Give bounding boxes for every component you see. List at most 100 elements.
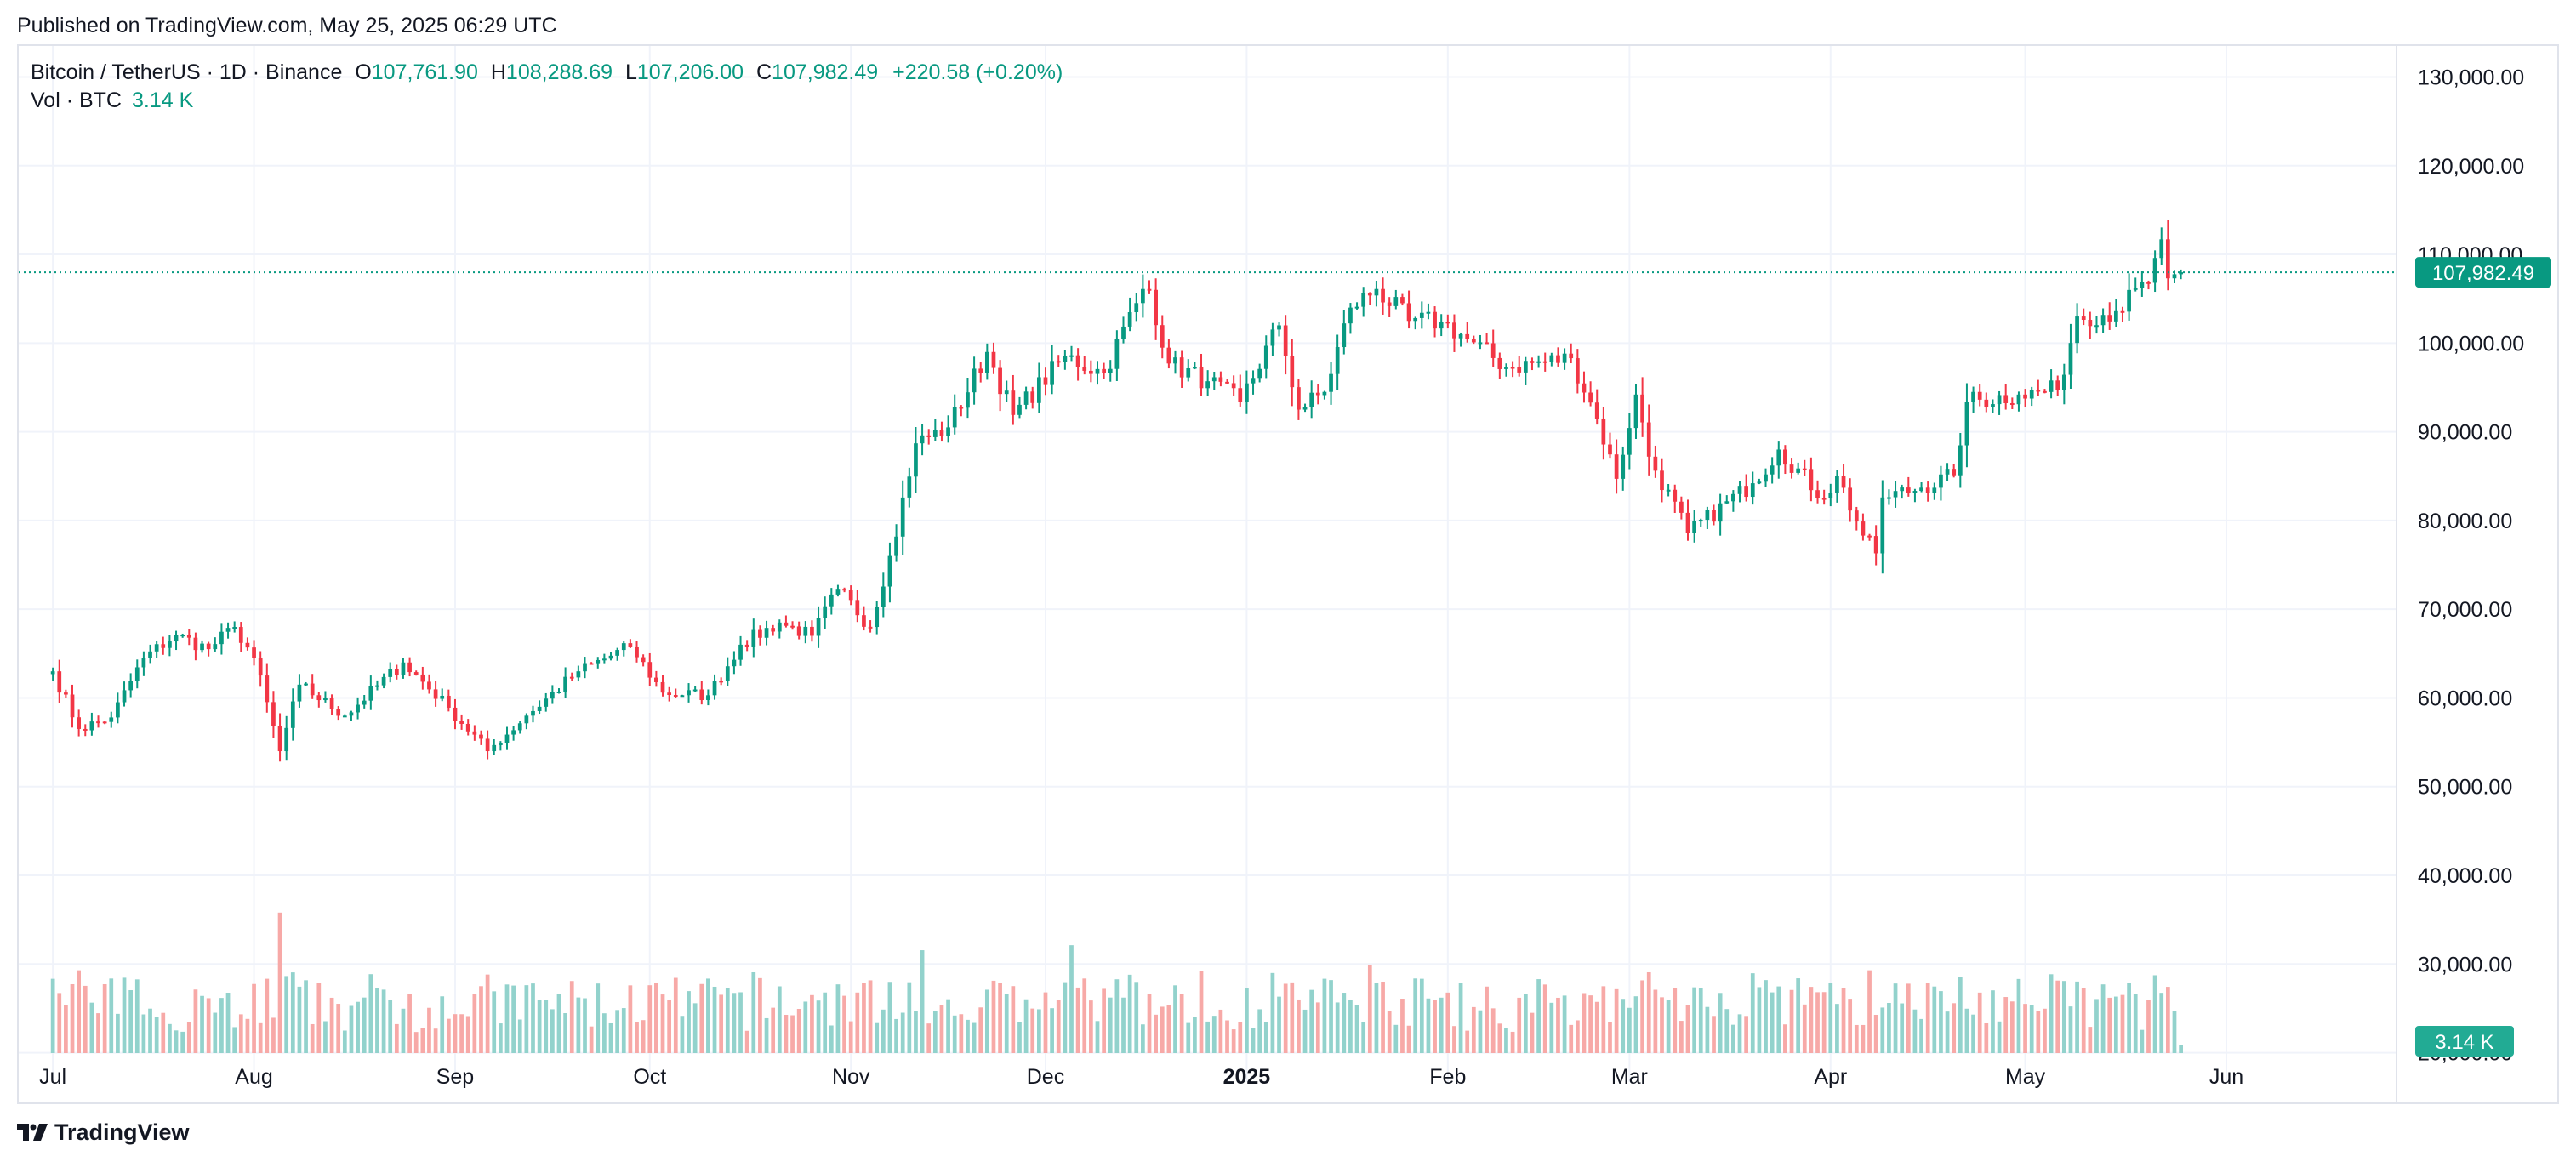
volume-bar bbox=[440, 996, 445, 1053]
volume-bar bbox=[563, 1013, 567, 1053]
volume-bar bbox=[1549, 1002, 1554, 1053]
volume-bar bbox=[881, 1009, 886, 1053]
candle-body bbox=[1679, 501, 1684, 513]
candle-body bbox=[946, 427, 950, 436]
candle-body bbox=[2127, 289, 2131, 312]
volume-bar bbox=[1653, 989, 1658, 1053]
volume-bar bbox=[1374, 983, 1379, 1053]
candle-body bbox=[900, 497, 905, 537]
volume-bar bbox=[1173, 985, 1177, 1053]
candle-body bbox=[1789, 464, 1794, 473]
volume-bar bbox=[2088, 1027, 2093, 1053]
candle-body bbox=[1621, 454, 1626, 479]
x-tick-label: 2025 bbox=[1223, 1065, 1271, 1089]
volume-bar bbox=[758, 977, 762, 1053]
candle-body bbox=[134, 667, 140, 681]
volume-bar bbox=[621, 1008, 626, 1053]
tradingview-logo[interactable]: TradingView bbox=[17, 1119, 190, 1146]
y-tick-label: 120,000.00 bbox=[2418, 155, 2524, 179]
volume-bar bbox=[1867, 970, 1872, 1053]
candle-body bbox=[2179, 272, 2183, 275]
candle-body bbox=[465, 723, 470, 732]
volume-bar bbox=[939, 1005, 944, 1053]
candle-body bbox=[764, 628, 769, 638]
candle-body bbox=[926, 435, 932, 437]
volume-bar bbox=[1530, 1012, 1535, 1053]
symbol-label[interactable]: Bitcoin / TetherUS · 1D · Binance bbox=[31, 60, 343, 84]
volume-bar bbox=[1750, 973, 1755, 1053]
volume-bar bbox=[1011, 986, 1016, 1053]
chart-canvas[interactable]: 20,000.0030,000.0040,000.0050,000.0060,0… bbox=[19, 46, 2557, 1102]
volume-bar bbox=[1121, 997, 1126, 1053]
volume-bar bbox=[978, 1007, 983, 1053]
candle-body bbox=[349, 712, 354, 716]
candle-body bbox=[823, 606, 828, 618]
high-key: H bbox=[490, 60, 506, 84]
candle-body bbox=[2003, 395, 2009, 403]
volume-bar bbox=[732, 993, 737, 1053]
volume-bar bbox=[427, 1007, 431, 1053]
candle-body bbox=[2159, 239, 2164, 259]
volume-bar bbox=[2094, 999, 2099, 1053]
volume-bar bbox=[1302, 1009, 1308, 1053]
volume-label[interactable]: Vol · BTC bbox=[31, 88, 122, 112]
candle-body bbox=[1744, 486, 1749, 498]
candle-body bbox=[1329, 373, 1333, 392]
candle-body bbox=[835, 589, 841, 595]
volume-bar bbox=[569, 981, 574, 1053]
volume-bar bbox=[1692, 987, 1696, 1053]
candle-body bbox=[2107, 315, 2112, 322]
candle-body bbox=[1238, 388, 1243, 402]
volume-bar bbox=[388, 1000, 393, 1053]
candle-body bbox=[1108, 368, 1113, 373]
candle-body bbox=[193, 637, 198, 651]
candle-body bbox=[517, 723, 522, 731]
volume-bar bbox=[1880, 1007, 1885, 1053]
volume-bar bbox=[803, 1001, 808, 1053]
volume-bar bbox=[2061, 981, 2066, 1053]
candle-body bbox=[453, 707, 458, 721]
volume-bar bbox=[2075, 981, 2079, 1053]
volume-bar bbox=[1861, 1024, 1866, 1053]
candle-body bbox=[673, 695, 678, 698]
candle-body bbox=[1348, 307, 1353, 324]
candle-body bbox=[238, 627, 243, 643]
volume-bar bbox=[524, 985, 529, 1053]
volume-bar bbox=[329, 997, 334, 1053]
candle-body bbox=[1815, 490, 1820, 498]
candle-body bbox=[1315, 392, 1320, 396]
candle-body bbox=[440, 695, 445, 699]
volume-bar bbox=[1569, 1024, 1574, 1053]
volume-bar bbox=[1510, 1031, 1515, 1053]
volume-bar bbox=[875, 1022, 880, 1053]
volume-bar bbox=[1893, 983, 1898, 1053]
candle-body bbox=[576, 671, 581, 678]
volume-bar bbox=[1718, 993, 1723, 1053]
volume-bar bbox=[1218, 1009, 1223, 1053]
volume-bar bbox=[1043, 992, 1048, 1053]
candle-body bbox=[232, 627, 237, 629]
volume-bar bbox=[1737, 1014, 1742, 1053]
volume-bar bbox=[1971, 1014, 1975, 1053]
brand-name: TradingView bbox=[54, 1119, 190, 1145]
candle-body bbox=[524, 715, 529, 724]
candle-body bbox=[1517, 367, 1522, 373]
candle-body bbox=[1757, 481, 1762, 484]
volume-bar bbox=[128, 990, 134, 1053]
candle-body bbox=[1912, 491, 1918, 493]
y-tick-label: 60,000.00 bbox=[2418, 686, 2512, 710]
candle-body bbox=[868, 626, 873, 629]
volume-bar bbox=[1290, 982, 1295, 1053]
x-tick-label: Aug bbox=[235, 1065, 272, 1089]
volume-bar bbox=[446, 1018, 451, 1053]
candle-body bbox=[848, 590, 853, 601]
candle-body bbox=[290, 701, 295, 728]
candle-body bbox=[1614, 454, 1619, 479]
volume-bar bbox=[1089, 1000, 1093, 1053]
candle-body bbox=[1387, 302, 1392, 306]
volume-bar bbox=[1640, 980, 1644, 1053]
candle-body bbox=[1802, 468, 1807, 470]
candle-body bbox=[2152, 258, 2157, 283]
candle-body bbox=[2049, 380, 2054, 392]
volume-bar bbox=[1517, 997, 1522, 1053]
